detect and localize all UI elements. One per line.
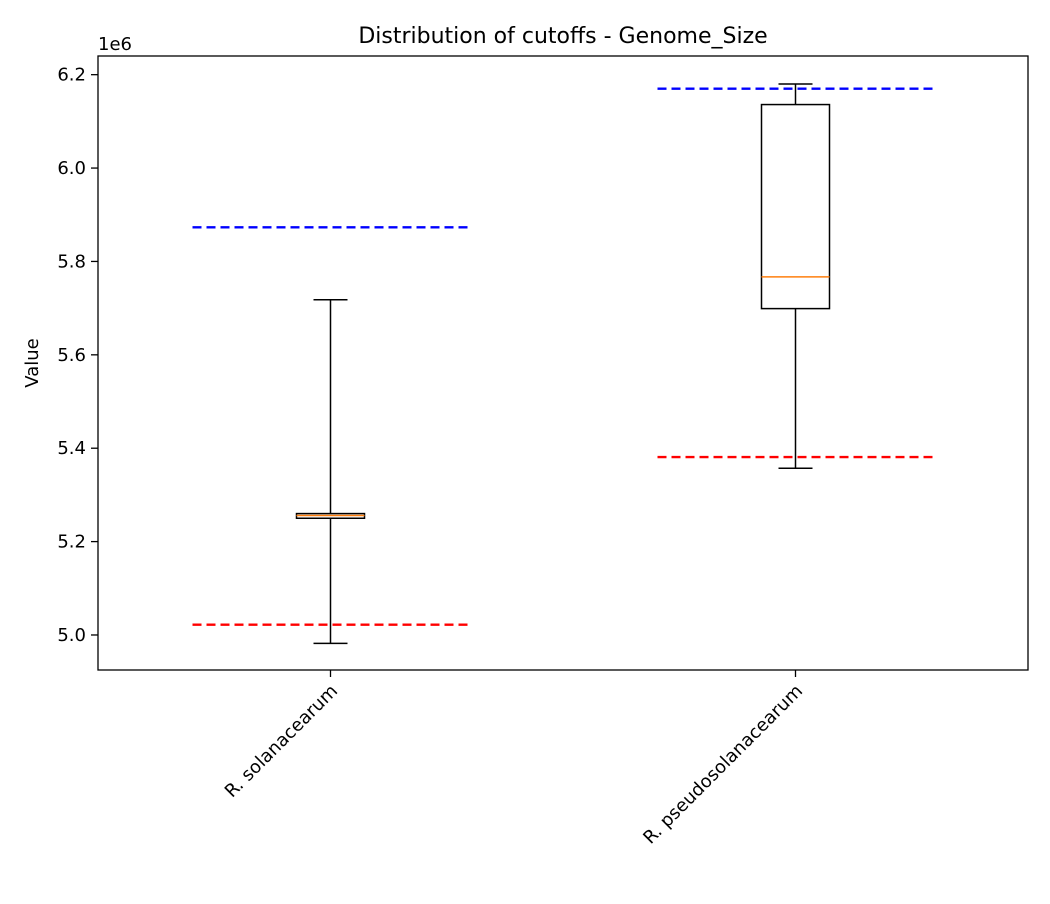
y-tick-label: 5.4 [57,438,86,459]
y-tick-label: 6.2 [57,65,86,86]
y-axis-label: Value [22,338,43,387]
x-tick-label: R. solanacearum [221,681,342,802]
y-tick-label: 5.2 [57,532,86,553]
y-axis-offset-label: 1e6 [98,34,132,55]
y-tick-label: 6.0 [57,158,86,179]
plot-area: 5.0 5.2 5.4 5.6 5.8 6.0 6.2 R. solanacearum R. p… [57,65,934,849]
chart-title: Distribution of cutoffs - Genome_Size [358,24,767,49]
box-iqr [760,103,831,310]
axes-frame [97,55,1029,671]
y-tick-label: 5.8 [57,251,86,272]
y-tick-label: 5.0 [57,625,86,646]
y-tick-label: 5.6 [57,345,86,366]
x-tick-label: R. pseudosolanacearum [639,681,807,849]
